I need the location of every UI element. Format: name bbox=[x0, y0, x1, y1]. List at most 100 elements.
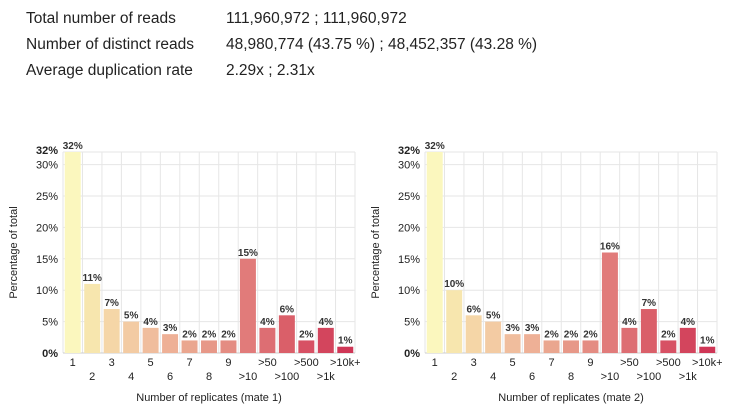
x-tick-label: 5 bbox=[510, 357, 516, 369]
data-label: 2% bbox=[182, 329, 197, 340]
x-tick-label: 7 bbox=[186, 357, 192, 369]
data-label: 2% bbox=[564, 329, 579, 340]
data-label: 2% bbox=[661, 329, 676, 340]
y-tick-label: 25% bbox=[36, 191, 58, 203]
bar bbox=[123, 321, 140, 353]
data-label: 32% bbox=[425, 141, 445, 152]
stat-value: 111,960,972 ; 111,960,972 bbox=[226, 10, 407, 27]
x-tick-label: >1k bbox=[679, 371, 698, 383]
data-label: 5% bbox=[486, 311, 501, 322]
y-tick-label: 30% bbox=[398, 160, 420, 172]
x-tick-label: 2 bbox=[89, 371, 95, 383]
bar bbox=[485, 321, 502, 353]
y-tick-label: 5% bbox=[42, 317, 58, 329]
x-tick-label: >100 bbox=[636, 371, 661, 383]
y-tick-label: 15% bbox=[398, 254, 420, 266]
x-tick-label: 4 bbox=[128, 371, 134, 383]
data-label: 2% bbox=[202, 329, 217, 340]
data-label: 4% bbox=[681, 317, 696, 328]
y-axis-title: Percentage of total bbox=[370, 206, 382, 298]
data-label: 16% bbox=[600, 242, 620, 253]
bar bbox=[259, 327, 276, 353]
data-label: 5% bbox=[124, 311, 139, 322]
y-axis-title: Percentage of total bbox=[8, 206, 20, 298]
data-label: 1% bbox=[700, 336, 715, 347]
stat-label: Average duplication rate bbox=[26, 62, 193, 79]
data-label: 3% bbox=[505, 323, 520, 334]
data-label: 2% bbox=[299, 329, 314, 340]
data-label: 4% bbox=[260, 317, 275, 328]
data-label: 7% bbox=[642, 298, 657, 309]
bar bbox=[103, 309, 120, 353]
data-label: 3% bbox=[163, 323, 178, 334]
x-tick-label: 5 bbox=[148, 357, 154, 369]
bar bbox=[84, 283, 101, 353]
data-label: 6% bbox=[280, 304, 295, 315]
x-tick-label: >10 bbox=[239, 371, 258, 383]
x-tick-label: >50 bbox=[258, 357, 277, 369]
bar bbox=[142, 327, 159, 353]
bar bbox=[317, 327, 334, 353]
data-label: 7% bbox=[104, 298, 119, 309]
bar bbox=[679, 327, 696, 353]
x-axis-title: Number of replicates (mate 2) bbox=[498, 392, 644, 404]
stat-label: Number of distinct reads bbox=[26, 36, 194, 53]
x-tick-label: 6 bbox=[167, 371, 173, 383]
bar bbox=[239, 258, 256, 353]
bar bbox=[64, 152, 81, 353]
bar bbox=[446, 290, 463, 353]
x-tick-label: 3 bbox=[471, 357, 477, 369]
x-tick-label: 9 bbox=[587, 357, 593, 369]
x-tick-label: 6 bbox=[529, 371, 535, 383]
data-label: 32% bbox=[63, 141, 83, 152]
bar bbox=[337, 346, 354, 353]
x-tick-label: 8 bbox=[206, 371, 212, 383]
x-tick-label: 9 bbox=[225, 357, 231, 369]
stat-value: 48,980,774 (43.75 %) ; 48,452,357 (43.28… bbox=[226, 36, 538, 53]
x-tick-label: 8 bbox=[568, 371, 574, 383]
y-tick-label: 10% bbox=[398, 285, 420, 297]
bar bbox=[563, 340, 579, 353]
bar bbox=[220, 340, 237, 353]
stat-value: 2.29x ; 2.31x bbox=[226, 62, 315, 79]
x-tick-label: >100 bbox=[274, 371, 299, 383]
data-label: 15% bbox=[238, 248, 258, 259]
x-tick-label: >10k+ bbox=[692, 357, 722, 369]
bar bbox=[426, 152, 443, 353]
y-tick-label: 30% bbox=[36, 160, 58, 172]
bar bbox=[660, 340, 677, 353]
chart-mate-1: 0% 5% 10% 15% 20% 25% 30% 32% 32% 1 11% 2 7% 3 5% 4 4% 5 3… bbox=[0, 130, 360, 413]
data-label: 2% bbox=[544, 329, 559, 340]
data-label: 4% bbox=[319, 317, 334, 328]
x-tick-label: 1 bbox=[432, 357, 438, 369]
data-label: 3% bbox=[525, 323, 540, 334]
x-tick-label: 3 bbox=[109, 357, 115, 369]
bar bbox=[465, 315, 482, 353]
bar bbox=[162, 334, 179, 353]
x-tick-label: >500 bbox=[294, 357, 319, 369]
data-label: 4% bbox=[143, 317, 158, 328]
data-label: 2% bbox=[583, 329, 598, 340]
y-tick-label: 10% bbox=[36, 285, 58, 297]
bar bbox=[582, 340, 599, 353]
y-tick-label: 25% bbox=[398, 191, 420, 203]
x-tick-label: 1 bbox=[70, 357, 76, 369]
x-tick-label: >10 bbox=[601, 371, 620, 383]
y-tick-label: 20% bbox=[36, 222, 58, 234]
bar-chart-mate-2: 0% 5% 10% 15% 20% 25% 30% 32% 32% 1 10% 2 6% 3 5% 4 3% 5 3… bbox=[370, 141, 722, 404]
bar bbox=[504, 334, 521, 353]
data-label: 2% bbox=[221, 329, 236, 340]
x-tick-label: 7 bbox=[548, 357, 554, 369]
x-tick-label: >1k bbox=[317, 371, 336, 383]
bar bbox=[278, 315, 295, 353]
y-tick-label: 5% bbox=[404, 317, 420, 329]
bar bbox=[543, 340, 560, 353]
x-tick-label: 2 bbox=[451, 371, 457, 383]
bar bbox=[524, 334, 541, 353]
y-tick-label: 0% bbox=[404, 348, 420, 360]
y-tick-label: 20% bbox=[398, 222, 420, 234]
data-label: 1% bbox=[338, 336, 353, 347]
x-tick-label: >10k+ bbox=[330, 357, 360, 369]
x-axis-title: Number of replicates (mate 1) bbox=[136, 392, 282, 404]
x-tick-label: >50 bbox=[620, 357, 639, 369]
